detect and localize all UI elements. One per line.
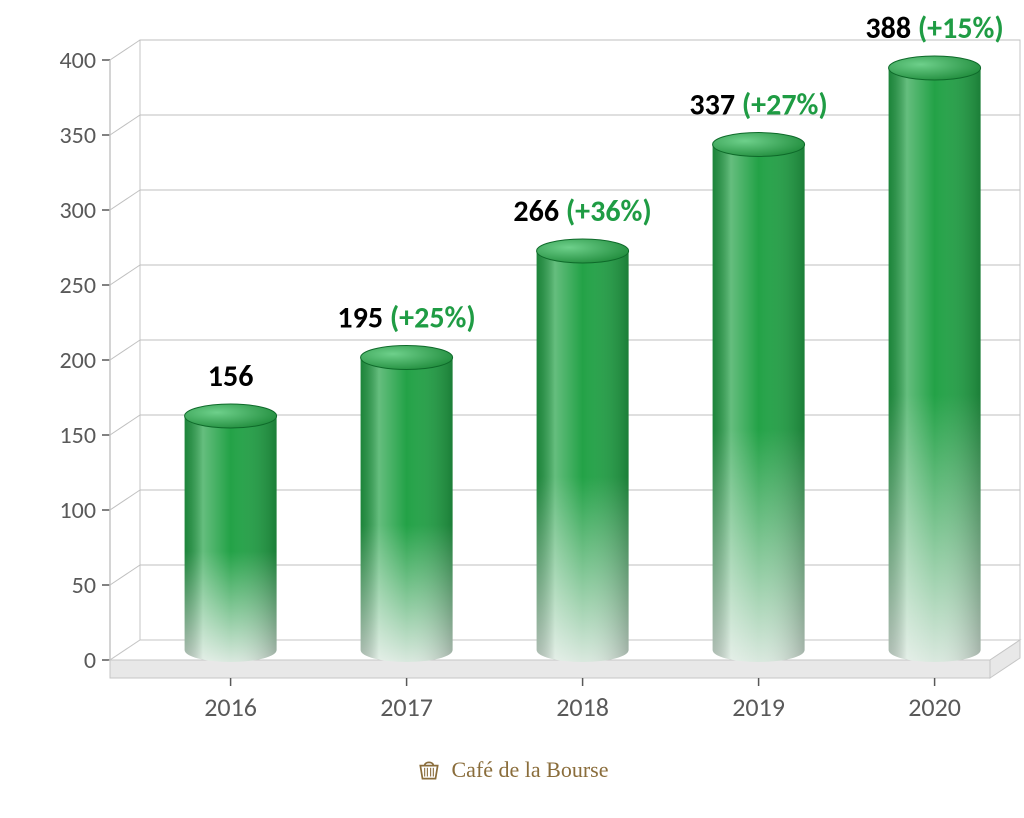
- chart-footer: Café de la Bourse: [0, 757, 1024, 783]
- bar-cylinder-shine: [361, 358, 453, 662]
- bar-value-label: 266 (+36%): [513, 193, 651, 230]
- gridline-side: [110, 190, 140, 210]
- bar-value-label: 156: [208, 358, 254, 395]
- bar-top-cap: [889, 56, 981, 80]
- x-category-label: 2017: [380, 691, 433, 723]
- bar-cylinder-shine: [185, 416, 277, 662]
- x-category-label: 2018: [556, 691, 609, 723]
- y-tick-label: 50: [72, 571, 96, 600]
- y-tick-label: 150: [60, 421, 97, 450]
- y-tick-label: 200: [60, 346, 97, 375]
- bar-value-label: 388 (+15%): [865, 10, 1003, 47]
- bar-cylinder-shine: [889, 68, 981, 662]
- gridline-side: [110, 40, 140, 60]
- chart-floor-front: [110, 660, 990, 678]
- bar-top-cap: [537, 239, 629, 263]
- bar-top-cap: [361, 346, 453, 370]
- y-tick-label: 350: [60, 121, 97, 150]
- gridline-side: [110, 415, 140, 435]
- gridline-side: [110, 565, 140, 585]
- y-tick-label: 300: [60, 196, 97, 225]
- bar-value-label: 337 (+27%): [689, 87, 827, 124]
- y-tick-label: 100: [60, 496, 97, 525]
- footer-text: Café de la Bourse: [452, 757, 609, 783]
- bar-top-cap: [713, 133, 805, 157]
- gridline-side: [110, 265, 140, 285]
- x-category-label: 2019: [732, 691, 785, 723]
- chart-container: 0 50 100 150 200 250 300 350 400 156 2016 195 (+25%…: [0, 0, 1024, 818]
- y-tick-label: 250: [60, 271, 97, 300]
- x-category-label: 2016: [204, 691, 257, 723]
- y-tick-label: 400: [60, 46, 97, 75]
- gridline-side: [110, 490, 140, 510]
- bar-top-cap: [185, 404, 277, 428]
- x-category-label: 2020: [908, 691, 961, 723]
- bar-chart: 0 50 100 150 200 250 300 350 400 156 2016 195 (+25%…: [0, 0, 1024, 818]
- bar-value-label: 195 (+25%): [337, 300, 475, 337]
- bar-cylinder-shine: [537, 251, 629, 662]
- y-tick-label: 0: [84, 646, 96, 675]
- basket-icon: [416, 757, 442, 783]
- bar-cylinder-shine: [713, 145, 805, 662]
- gridline-side: [110, 115, 140, 135]
- gridline-side: [110, 340, 140, 360]
